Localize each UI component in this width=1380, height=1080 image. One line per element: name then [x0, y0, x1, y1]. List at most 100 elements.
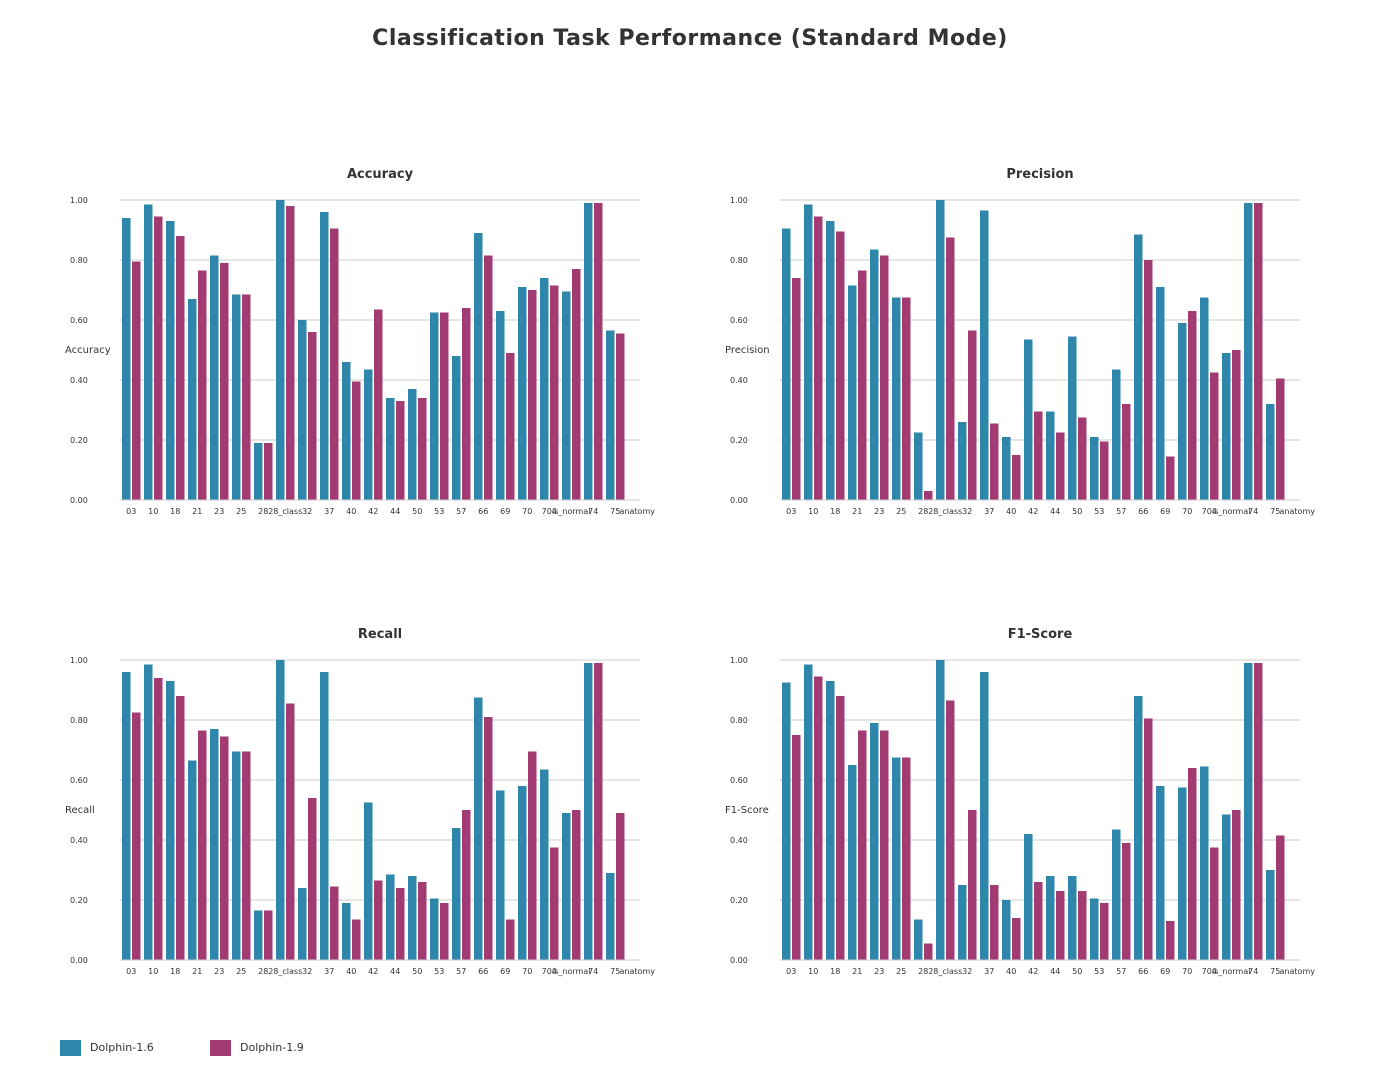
accuracy-bar-series-b [396, 401, 405, 500]
f1-score-bar-series-a [1024, 834, 1033, 960]
recall-bar-series-a [364, 802, 373, 960]
recall-bar-series-b [220, 736, 229, 960]
accuracy-bar-series-a [320, 212, 329, 500]
f1-score-x-tick-label: 57 [1116, 967, 1126, 976]
f1-score-x-tick-label: 21 [852, 967, 862, 976]
precision-x-tick-label: 57 [1116, 507, 1126, 516]
accuracy-bar-series-b [484, 255, 493, 500]
f1-score-bar-series-b [814, 676, 823, 960]
f1-score-x-tick-label: 50 [1072, 967, 1082, 976]
recall-y-tick-label: 1.00 [70, 656, 88, 665]
f1-score-bar-series-b [1276, 835, 1285, 960]
precision-x-tick-label: 28_class [928, 507, 962, 516]
f1-score-bar-series-b [1232, 810, 1241, 960]
f1-score-x-tick-label: 23 [874, 967, 884, 976]
f1-score-x-tick-label: 32 [962, 967, 972, 976]
precision-bar-series-a [914, 432, 923, 500]
recall-bar-series-b [550, 847, 559, 960]
precision-bar-series-b [1056, 432, 1065, 500]
f1-score-bar-series-a [1046, 876, 1055, 960]
f1-score-x-tick-label: 66 [1138, 967, 1148, 976]
f1-score-chart-svg: F1-Score F1-Score 0.00 0.20 0.40 0.60 0.80 1.00… [725, 627, 1316, 976]
precision-bar-series-a [1200, 297, 1209, 500]
accuracy-x-tick-label: 69 [500, 507, 510, 516]
f1-score-x-tick-label: anatomy [1280, 967, 1316, 976]
recall-bar-series-b [242, 751, 251, 960]
recall-x-tick-label: 40 [346, 967, 356, 976]
recall-bar-series-b [330, 886, 339, 960]
accuracy-bar-series-b [176, 236, 185, 500]
precision-chart: Precision Precision 0.00 0.20 0.40 0.60 0.80 1.… [720, 160, 1360, 560]
f1-score-x-tick-label: 42 [1028, 967, 1038, 976]
recall-bar-series-a [188, 760, 197, 960]
accuracy-bar-series-a [342, 362, 351, 500]
f1-score-bar-series-a [980, 672, 989, 960]
accuracy-x-tick-label: is_normal [552, 507, 590, 516]
accuracy-x-tick-label: 50 [412, 507, 422, 516]
precision-x-tick-label: 53 [1094, 507, 1104, 516]
accuracy-bar-series-a [166, 221, 175, 500]
recall-bar-series-a [562, 813, 571, 960]
accuracy-y-tick-label: 0.80 [70, 256, 88, 265]
precision-x-tick-label: 18 [830, 507, 840, 516]
accuracy-y-tick-label: 1.00 [70, 196, 88, 205]
f1-score-y-tick-label: 0.40 [730, 836, 748, 845]
precision-x-tick-label: 75 [1270, 507, 1280, 516]
recall-bar-series-b [396, 888, 405, 960]
f1-score-bar-series-b [792, 735, 801, 960]
recall-y-tick-label: 0.20 [70, 896, 88, 905]
precision-bar-series-a [1222, 353, 1231, 500]
accuracy-x-tick-label: 42 [368, 507, 378, 516]
precision-y-tick-label: 0.80 [730, 256, 748, 265]
accuracy-x-tick-label: 704 [542, 507, 557, 516]
recall-bar-series-a [254, 910, 263, 960]
recall-bar-series-b [286, 703, 295, 960]
accuracy-bar-series-a [144, 204, 153, 500]
recall-x-tick-label: 28_class [268, 967, 302, 976]
precision-x-tick-label: 21 [852, 507, 862, 516]
accuracy-bar-series-b [440, 312, 449, 500]
precision-bar-series-a [1112, 369, 1121, 500]
accuracy-bar-series-a [540, 278, 549, 500]
precision-bar-series-a [936, 200, 945, 500]
legend-swatch-series-a [60, 1040, 81, 1056]
precision-bar-series-a [958, 422, 967, 500]
precision-x-tick-label: 03 [786, 507, 796, 516]
precision-bar-series-b [1188, 311, 1197, 500]
precision-x-tick-label: is_normal [1212, 507, 1250, 516]
accuracy-x-tick-label: 74 [588, 507, 598, 516]
precision-bar-series-a [1266, 404, 1275, 500]
recall-bar-series-a [452, 828, 461, 960]
accuracy-bar-series-b [352, 381, 361, 500]
precision-bar-series-a [826, 221, 835, 500]
accuracy-bar-series-a [364, 369, 373, 500]
precision-bar-series-a [1134, 234, 1143, 500]
recall-bar-series-b [374, 880, 383, 960]
accuracy-x-tick-label: 25 [236, 507, 246, 516]
precision-bar-series-b [792, 278, 801, 500]
accuracy-bar-series-b [198, 270, 207, 500]
recall-x-tick-label: 32 [302, 967, 312, 976]
recall-bar-series-a [408, 876, 417, 960]
precision-bar-series-a [892, 297, 901, 500]
precision-bar-series-a [870, 249, 879, 500]
recall-x-tick-label: 69 [500, 967, 510, 976]
accuracy-x-tick-label: 70 [522, 507, 532, 516]
accuracy-bar-series-b [154, 216, 163, 500]
f1-score-chart: F1-Score F1-Score 0.00 0.20 0.40 0.60 0.80 1.00… [720, 620, 1360, 1020]
recall-x-tick-label: 37 [324, 967, 334, 976]
precision-bar-series-a [848, 285, 857, 500]
precision-bar-series-b [1100, 441, 1109, 500]
f1-score-x-tick-label: 18 [830, 967, 840, 976]
recall-x-tick-label: 70 [522, 967, 532, 976]
precision-y-axis-label: Precision [725, 345, 770, 356]
precision-bar-series-b [1078, 417, 1087, 500]
accuracy-bar-series-b [528, 290, 537, 500]
precision-x-tick-label: 40 [1006, 507, 1016, 516]
recall-bar-series-b [572, 810, 581, 960]
f1-score-bar-series-b [1188, 768, 1197, 960]
f1-score-bar-series-a [1134, 696, 1143, 960]
precision-x-tick-label: 10 [808, 507, 818, 516]
recall-bar-series-a [474, 697, 483, 960]
accuracy-bar-series-a [298, 320, 307, 500]
